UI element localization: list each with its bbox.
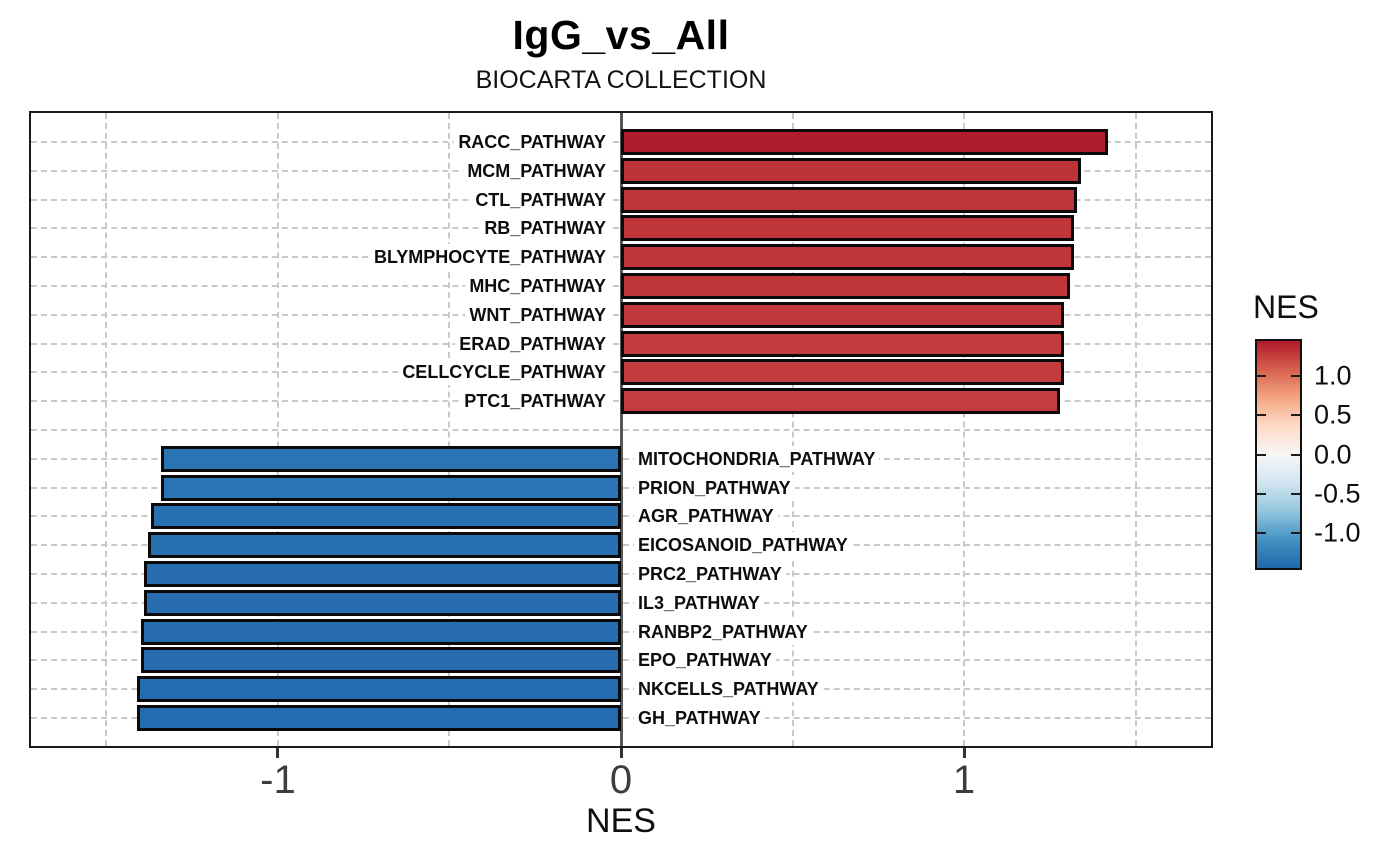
bar-label: RACC_PATHWAY xyxy=(454,129,610,155)
bar-label: WNT_PATHWAY xyxy=(465,301,610,328)
x-axis-tick xyxy=(962,748,966,758)
zero-line xyxy=(619,113,623,746)
colorbar-tick xyxy=(1291,492,1300,495)
bar xyxy=(144,561,621,587)
colorbar-tick-label: -0.5 xyxy=(1314,478,1361,509)
colorbar-tick-label: -1.0 xyxy=(1314,517,1361,548)
bar-label: RB_PATHWAY xyxy=(480,215,610,242)
chart-title: IgG_vs_All xyxy=(512,12,730,58)
bar-label: CTL_PATHWAY xyxy=(471,186,610,213)
chart-subtitle: BIOCARTA COLLECTION xyxy=(475,66,767,94)
colorbar-tick xyxy=(1257,375,1266,378)
bar xyxy=(621,129,1109,155)
bar-label: RANBP2_PATHWAY xyxy=(634,618,812,645)
bar-label: PTC1_PATHWAY xyxy=(460,388,610,415)
bar xyxy=(161,445,621,472)
bar xyxy=(151,503,621,530)
bar-label: MCM_PATHWAY xyxy=(463,157,610,184)
colorbar-tick xyxy=(1291,531,1300,534)
bar-label: NKCELLS_PATHWAY xyxy=(634,676,823,703)
x-axis-tick-label: 0 xyxy=(609,758,633,802)
bar-label: AGR_PATHWAY xyxy=(634,503,778,530)
bar xyxy=(621,301,1064,328)
bar xyxy=(144,589,621,616)
bar xyxy=(621,388,1061,415)
bar xyxy=(137,676,621,703)
colorbar-tick-label: 0.5 xyxy=(1314,399,1352,430)
bar xyxy=(621,186,1078,213)
bar xyxy=(140,647,621,674)
x-axis-tick xyxy=(276,748,280,758)
bar xyxy=(621,330,1064,357)
bar xyxy=(621,215,1074,242)
colorbar-tick xyxy=(1257,453,1266,456)
bar-label: CELLCYCLE_PATHWAY xyxy=(398,359,610,386)
colorbar-tick-label: 1.0 xyxy=(1314,360,1352,391)
colorbar-tick xyxy=(1257,531,1266,534)
bar-label: MHC_PATHWAY xyxy=(465,273,610,299)
bar-label: ERAD_PATHWAY xyxy=(455,330,610,357)
colorbar-gradient xyxy=(1255,339,1302,570)
colorbar-tick xyxy=(1291,375,1300,378)
x-axis-tick-label: -1 xyxy=(260,758,296,802)
bar-label: GH_PATHWAY xyxy=(634,705,765,731)
bar xyxy=(140,618,621,645)
colorbar-tick xyxy=(1257,414,1266,417)
bar xyxy=(137,705,621,731)
bar xyxy=(621,273,1071,299)
bar-label: MITOCHONDRIA_PATHWAY xyxy=(634,445,880,472)
bar xyxy=(161,474,621,501)
bar-label: EPO_PATHWAY xyxy=(634,647,776,674)
bar xyxy=(621,157,1081,184)
x-axis-tick xyxy=(619,748,623,758)
plot-panel: RACC_PATHWAY MCM_PATHWAY CTL_PATHWAY RB_PAT… xyxy=(29,111,1213,748)
bar-label: IL3_PATHWAY xyxy=(634,589,764,616)
bar-label: EICOSANOID_PATHWAY xyxy=(634,532,852,559)
bar xyxy=(147,532,621,559)
colorbar-tick xyxy=(1291,414,1300,417)
bar xyxy=(621,244,1074,271)
bar-label: PRC2_PATHWAY xyxy=(634,561,786,587)
bar xyxy=(621,359,1064,386)
colorbar-tick-label: 0.0 xyxy=(1314,439,1352,469)
legend-title: NES xyxy=(1253,289,1319,325)
bar-label: PRION_PATHWAY xyxy=(634,474,795,501)
bar-label: BLYMPHOCYTE_PATHWAY xyxy=(369,244,610,271)
x-axis-title: NES xyxy=(586,802,656,840)
x-axis-tick-label: 1 xyxy=(952,758,976,802)
colorbar-tick xyxy=(1291,453,1300,456)
colorbar-tick xyxy=(1257,492,1266,495)
